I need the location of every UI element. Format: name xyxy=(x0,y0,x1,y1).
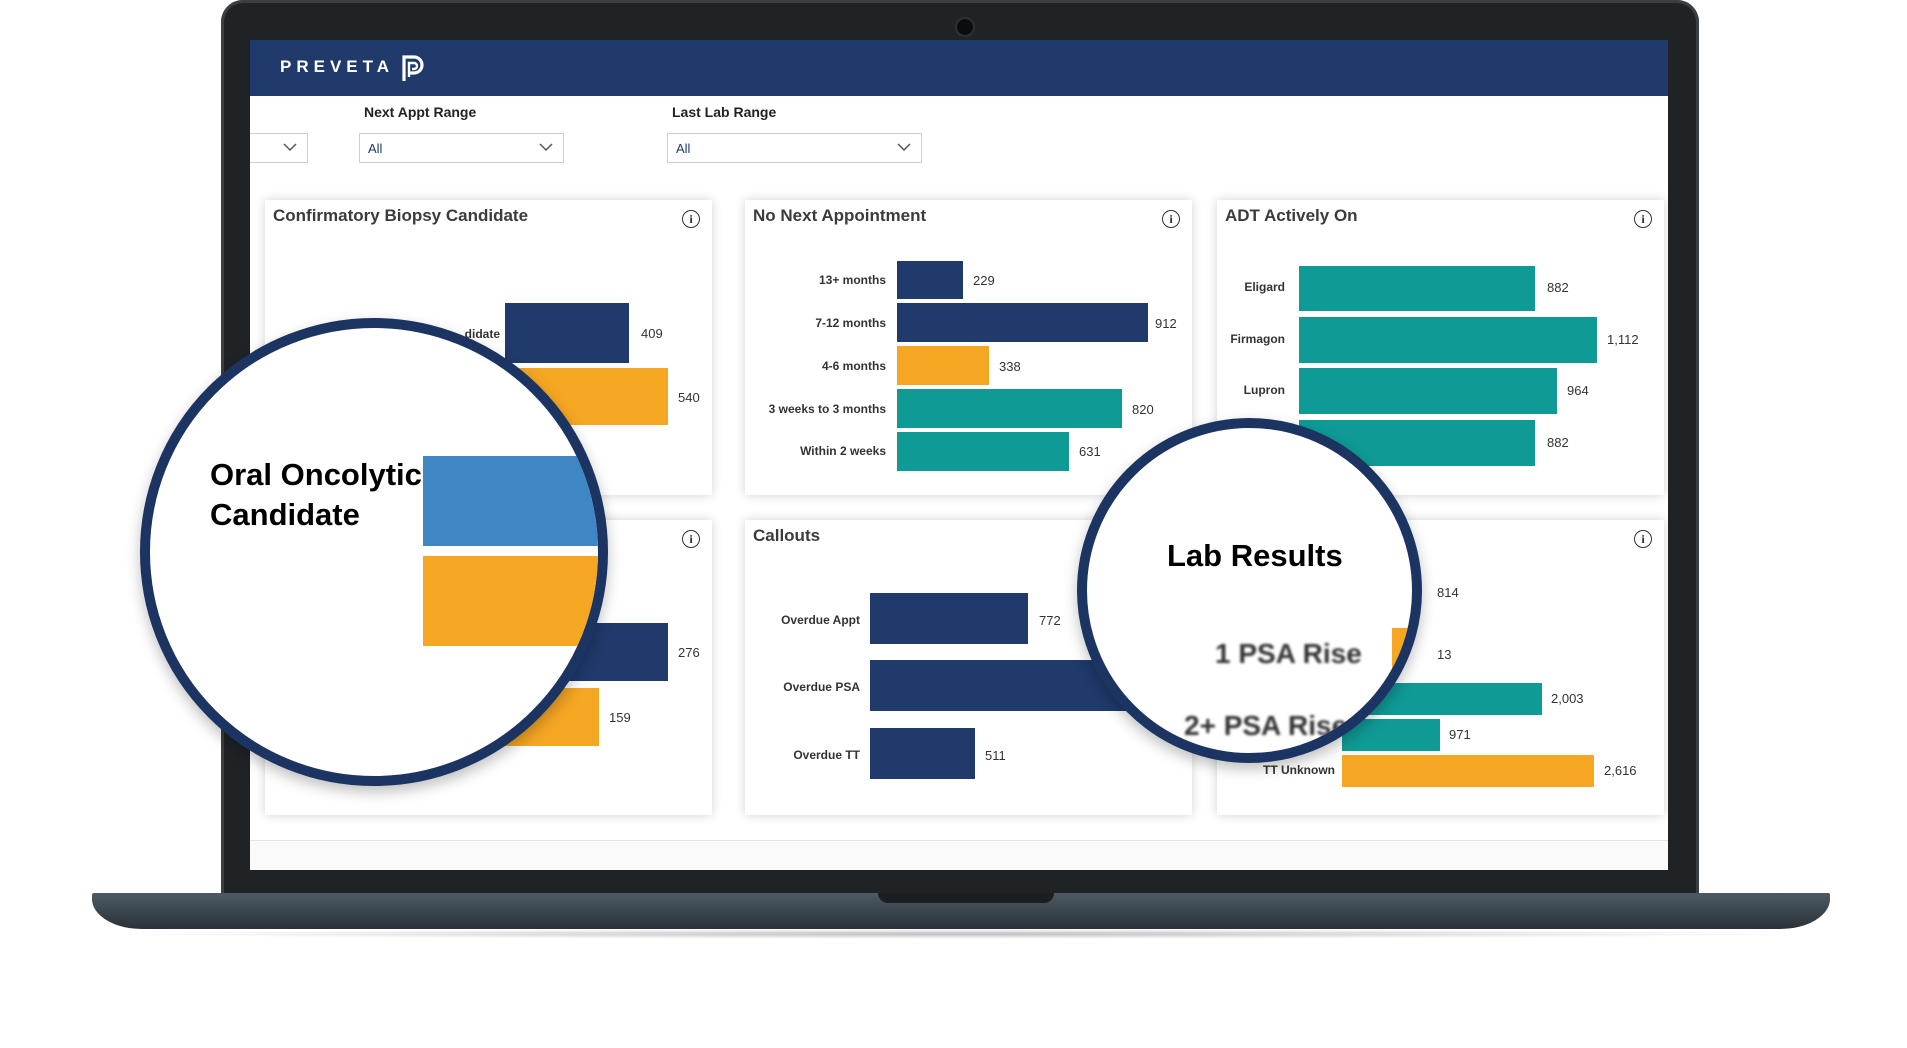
bar-label: Overdue Appt xyxy=(781,613,860,627)
panel-title: Confirmatory Biopsy Candidate xyxy=(273,206,529,225)
bar-label: Lupron xyxy=(1243,383,1285,397)
bar-value: 772 xyxy=(1039,613,1061,628)
bar-value: 820 xyxy=(1132,402,1154,417)
bar-value: 2,003 xyxy=(1551,691,1584,706)
bar-value: 13 xyxy=(1437,647,1452,662)
bar-value: 159 xyxy=(609,710,631,725)
chevron-down-icon xyxy=(283,143,297,152)
bar-value: 409 xyxy=(641,326,663,341)
bar-label: 7-12 months xyxy=(815,316,886,330)
bar-label: Overdue PSA xyxy=(783,680,860,694)
bar-value: 882 xyxy=(1547,435,1569,450)
info-icon[interactable]: i xyxy=(1634,530,1652,548)
app-header: PREVETA xyxy=(250,40,1668,96)
bar xyxy=(1299,368,1557,414)
magnifier-oral-oncolytic: Oral Oncolytic Candidate xyxy=(140,318,608,786)
filter-select-0[interactable] xyxy=(250,133,308,163)
magnifier-title-line2: Candidate xyxy=(210,497,360,532)
bar-value: 971 xyxy=(1449,727,1471,742)
brand-name: PREVETA xyxy=(280,57,395,76)
bar-value: 2,616 xyxy=(1604,763,1637,778)
info-icon[interactable]: i xyxy=(1162,210,1180,228)
bar-label: 13+ months xyxy=(818,273,886,287)
panel-title: Callouts xyxy=(753,526,821,545)
info-icon[interactable]: i xyxy=(682,210,700,228)
last-lab-range-value: All xyxy=(676,141,691,156)
bar xyxy=(1392,628,1412,692)
bar xyxy=(423,456,598,546)
info-icon[interactable]: i xyxy=(682,530,700,548)
last-lab-range-select[interactable]: All xyxy=(667,133,922,163)
bar-label: Firmagon xyxy=(1230,332,1285,346)
bar xyxy=(870,728,975,779)
bar-value: 511 xyxy=(985,748,1006,763)
next-appt-range-select[interactable]: All xyxy=(359,133,564,163)
bar-label: TT Unknown xyxy=(1263,763,1335,777)
bar-value: 276 xyxy=(678,645,700,660)
panel-title: ADT Actively On xyxy=(1225,206,1358,225)
bar xyxy=(897,303,1148,342)
bar xyxy=(870,593,1028,644)
bar-value: 631 xyxy=(1079,444,1101,459)
bar xyxy=(897,261,963,299)
laptop-base-notch xyxy=(878,893,1054,903)
bar-value: 1,112 xyxy=(1607,332,1639,347)
bar xyxy=(1299,317,1597,363)
preveta-p-logo-icon xyxy=(402,55,424,81)
bar-label: Within 2 weeks xyxy=(800,444,886,458)
magnifier-lab-results: Lab Results 1 PSA Rise 2+ PSA Rise xyxy=(1077,418,1422,763)
bar-label: Overdue TT xyxy=(793,748,860,762)
bar-value: 814 xyxy=(1437,585,1459,600)
filter-label-last-lab: Last Lab Range xyxy=(672,104,777,120)
bar-value: 540 xyxy=(678,390,700,405)
bar-label: 3 weeks to 3 months xyxy=(768,402,886,416)
bar-value: 882 xyxy=(1547,280,1569,295)
bar xyxy=(1299,266,1535,311)
laptop-shadow xyxy=(110,929,1810,939)
filter-label-next-appt: Next Appt Range xyxy=(364,104,477,120)
panel-no-next-appointment: No Next Appointment i 13+ months 229 7-1… xyxy=(745,200,1192,495)
bar-value: 338 xyxy=(999,359,1021,374)
info-icon[interactable]: i xyxy=(1634,210,1652,228)
bar-label: 4-6 months xyxy=(821,359,886,373)
bar-value: 229 xyxy=(973,273,995,288)
bar-value: 964 xyxy=(1567,383,1589,398)
magnifier-title: Lab Results xyxy=(1167,538,1343,573)
next-appt-range-value: All xyxy=(368,141,383,156)
magnifier-row-label: 1 PSA Rise xyxy=(1215,638,1362,669)
bar xyxy=(897,346,989,385)
chevron-down-icon xyxy=(897,143,911,152)
bar xyxy=(897,389,1122,428)
bar-label: didate xyxy=(464,327,500,341)
table-strip xyxy=(250,840,1668,870)
bar-value: 912 xyxy=(1155,316,1177,331)
chevron-down-icon xyxy=(539,143,553,152)
bar xyxy=(505,303,629,363)
bar xyxy=(423,556,598,646)
magnifier-title-line1: Oral Oncolytic xyxy=(210,457,422,492)
magnifier-row-label: 2+ PSA Rise xyxy=(1184,710,1348,741)
bar-label: Eligard xyxy=(1244,280,1285,294)
webcam-icon xyxy=(955,17,975,37)
bar xyxy=(1342,755,1594,787)
panel-title: No Next Appointment xyxy=(753,206,927,225)
bar xyxy=(897,432,1069,471)
